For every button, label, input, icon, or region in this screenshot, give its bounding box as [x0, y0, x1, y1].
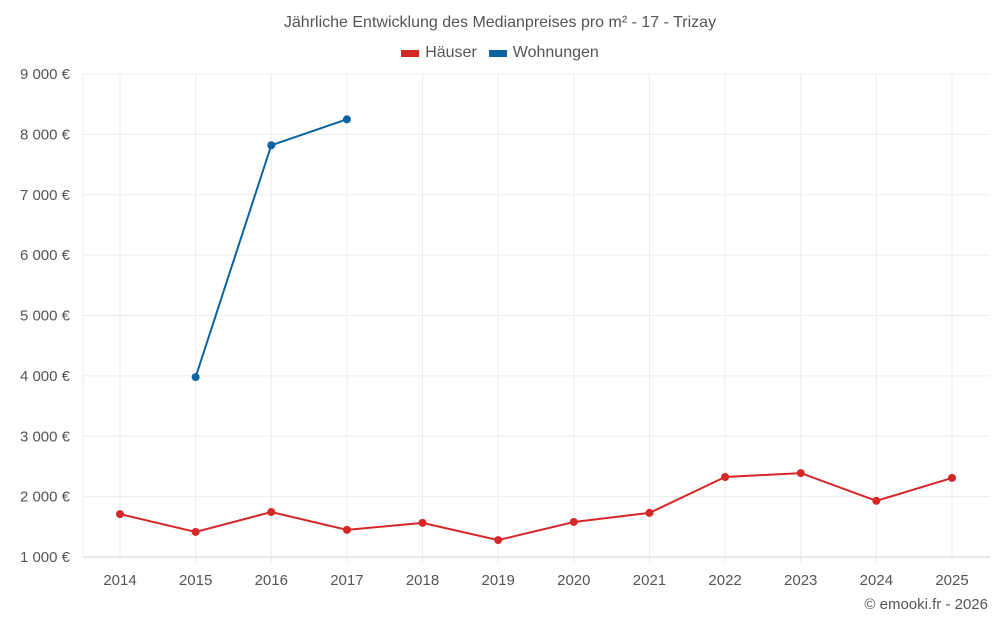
legend-label: Wohnungen [512, 44, 599, 61]
data-point [418, 518, 427, 527]
x-tick-label: 2022 [708, 572, 741, 589]
series-line-0 [119, 472, 953, 542]
y-tick-label: 3 000 € [20, 428, 71, 445]
data-point [494, 536, 503, 545]
data-point [796, 469, 805, 478]
x-tick-label: 2018 [406, 572, 439, 589]
x-tick-label: 2023 [784, 572, 817, 589]
x-tick-label: 2024 [860, 572, 893, 589]
x-tick-label: 2021 [633, 572, 666, 589]
legend-label: Häuser [425, 44, 477, 61]
x-tick-label: 2025 [935, 572, 968, 589]
legend-item-wohnungen[interactable]: Wohnungen [488, 44, 599, 62]
y-tick-label: 4 000 € [20, 368, 71, 385]
y-tick-label: 7 000 € [20, 187, 71, 204]
data-point [872, 496, 881, 505]
data-point [191, 527, 200, 536]
data-point [948, 473, 956, 482]
y-tick-label: 8 000 € [20, 126, 71, 143]
data-point [342, 525, 351, 534]
x-tick-label: 2019 [481, 572, 514, 589]
legend-swatch-haeuser [401, 49, 420, 57]
x-tick-label: 2014 [103, 572, 136, 589]
y-tick-label: 5 000 € [20, 308, 71, 325]
y-tick-label: 2 000 € [20, 489, 71, 506]
data-point [342, 115, 351, 124]
data-point [569, 517, 578, 526]
x-tick-label: 2016 [255, 572, 288, 589]
y-tick-label: 9 000 € [20, 66, 71, 83]
credit-text: © emooki.fr - 2026 [864, 596, 988, 613]
y-tick-label: 6 000 € [20, 247, 71, 264]
data-point [721, 473, 730, 482]
data-point [645, 508, 654, 517]
y-tick-label: 1 000 € [20, 549, 71, 566]
data-point [267, 508, 276, 517]
data-point [267, 141, 276, 150]
legend: Häuser Wohnungen [0, 44, 1000, 62]
x-tick-label: 2017 [330, 572, 363, 589]
data-point [116, 510, 124, 519]
legend-swatch-wohnungen [488, 49, 507, 57]
legend-item-haeuser[interactable]: Häuser [401, 44, 477, 62]
x-tick-label: 2020 [557, 572, 590, 589]
data-point [191, 373, 200, 382]
chart-title: Jährliche Entwicklung des Medianpreises … [283, 14, 717, 31]
x-tick-label: 2015 [179, 572, 212, 589]
